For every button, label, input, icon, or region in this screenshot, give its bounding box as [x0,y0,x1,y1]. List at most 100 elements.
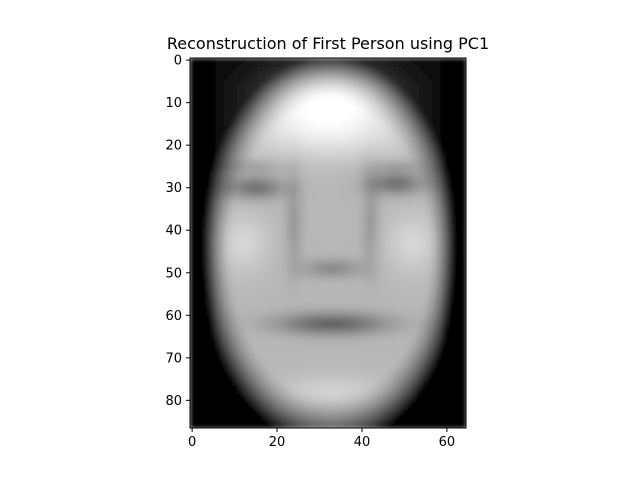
pixel [194,70,200,76]
pixel [461,338,466,344]
pixel [198,223,204,229]
pixel [338,100,344,106]
pixel [402,147,408,153]
pixel [338,300,344,306]
pixel [291,223,297,229]
pixel [338,147,344,153]
pixel [304,75,310,80]
pixel [368,181,374,187]
pixel [461,138,466,144]
pixel [266,257,272,263]
pixel [223,134,229,140]
pixel [325,296,331,302]
pixel [359,364,365,370]
pixel [385,202,391,208]
pixel [338,351,344,357]
pixel [274,300,280,306]
pixel [342,126,348,131]
pixel [402,351,408,357]
pixel [406,172,412,178]
pixel [279,245,285,250]
pixel [338,368,344,374]
pixel [376,338,382,344]
pixel [291,198,297,204]
pixel [427,245,433,250]
pixel [325,330,331,336]
pixel [419,181,425,187]
pixel [245,317,251,323]
pixel [223,355,229,361]
pixel [232,364,238,370]
pixel [194,266,200,272]
pixel [457,296,463,302]
pixel [385,151,391,157]
pixel [415,245,420,250]
pixel [389,257,395,263]
pixel [457,347,463,353]
pixel [406,279,412,284]
pixel [457,198,463,204]
pixel [257,381,263,387]
pixel [313,164,318,170]
pixel [359,262,365,267]
pixel [232,92,238,97]
pixel [211,143,217,148]
pixel [219,330,225,336]
pixel [304,109,310,114]
pixel [317,330,323,336]
pixel [257,338,263,344]
pixel [423,364,429,370]
pixel [219,62,225,68]
pixel [342,262,348,267]
pixel [287,121,293,127]
pixel [427,364,433,370]
pixel [419,66,425,72]
pixel [398,274,403,280]
pixel [406,338,412,344]
pixel [245,274,251,280]
pixel [202,300,208,306]
pixel [410,228,416,233]
pixel [461,147,466,153]
pixel [313,117,318,123]
pixel [415,164,420,170]
pixel [449,189,454,195]
pixel [262,359,268,365]
pixel [291,215,297,221]
pixel [347,257,352,263]
pixel [347,240,352,246]
pixel [398,381,403,387]
pixel [449,219,454,225]
pixel [223,304,229,310]
pixel [402,232,408,238]
pixel [461,308,466,314]
pixel [219,296,225,302]
pixel [317,359,323,365]
pixel [313,96,318,102]
pixel [342,270,348,276]
pixel [406,266,412,272]
pixel [385,317,391,323]
pixel [453,330,459,336]
pixel [287,58,293,63]
pixel [206,372,212,378]
pixel [198,58,204,63]
pixel [317,342,323,348]
pixel [296,228,301,233]
pixel [253,347,259,353]
pixel [372,287,378,293]
pixel [253,134,259,140]
pixel [415,253,420,259]
pixel [398,202,403,208]
pixel [287,266,293,272]
pixel [190,240,195,246]
pixel [321,253,327,259]
pixel [223,308,229,314]
pixel [385,270,391,276]
pixel [257,109,263,114]
pixel [223,266,229,272]
pixel [232,211,238,216]
pixel [194,126,200,131]
pixel [245,296,251,302]
pixel [359,104,365,110]
